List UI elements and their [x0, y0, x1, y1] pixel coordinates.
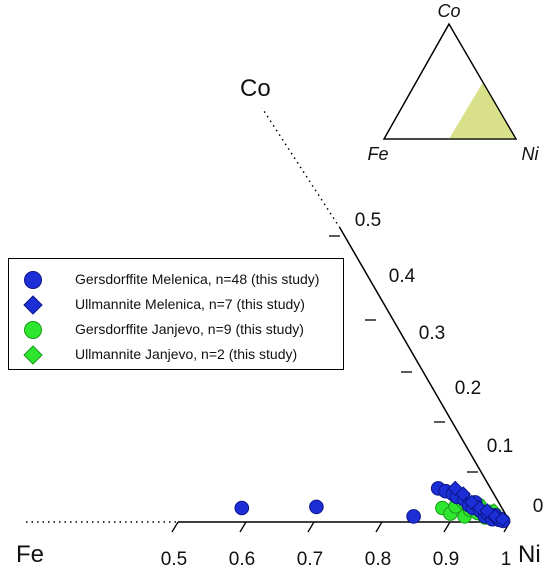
legend-label: Ullmannite Melenica, n=7 (this study)	[75, 296, 305, 312]
ni-corner-label: Ni	[518, 541, 541, 568]
data-point-diamond	[455, 486, 471, 502]
green-diamond-marker	[23, 345, 43, 365]
legend-item-gersdorffite-janjevo: Gersdorffite Janjevo, n=9 (this study)	[9, 317, 343, 343]
legend-label: Ullmannite Janjevo, n=2 (this study)	[75, 346, 298, 362]
legend-item-ullmannite-janjevo: Ullmannite Janjevo, n=2 (this study)	[9, 342, 343, 368]
ni-axis-tick-label: 1	[501, 549, 512, 570]
legend-label: Gersdorffite Melenica, n=48 (this study)	[75, 271, 320, 287]
fe-corner-label: Fe	[16, 541, 44, 568]
ni-axis-tick-label: 0.6	[229, 549, 255, 570]
legend-label: Gersdorffite Janjevo, n=9 (this study)	[75, 321, 304, 337]
ni-axis-tick	[443, 521, 451, 533]
inset-co-label: Co	[437, 1, 460, 21]
co-axis-tick-label: 0.5	[355, 210, 381, 231]
co-axis-dotted-extension	[261, 107, 341, 229]
green-circle-marker	[24, 321, 42, 339]
co-corner-label: Co	[240, 75, 271, 102]
ni-axis-tick	[375, 521, 383, 533]
data-point	[309, 499, 324, 515]
data-point	[406, 509, 421, 524]
blue-circle-marker	[24, 271, 42, 289]
legend-item-gersdorffite-melenica: Gersdorffite Melenica, n=48 (this study)	[9, 267, 343, 293]
inset-fe-label: Fe	[367, 144, 388, 164]
co-axis-tick-label: 0.4	[389, 266, 416, 287]
inset-highlight-region	[449, 82, 516, 139]
co-axis-tick-label: 0.2	[455, 378, 481, 399]
ni-axis-tick-label: 0.9	[433, 549, 459, 570]
blue-diamond-marker	[23, 295, 43, 315]
inset-triangle-outline	[382, 22, 518, 140]
co-axis-tick-label: 0.3	[419, 323, 445, 344]
ni-axis-tick	[171, 521, 179, 533]
legend-item-ullmannite-melenica: Ullmannite Melenica, n=7 (this study)	[9, 292, 343, 318]
inset-ni-label: Ni	[522, 144, 540, 164]
data-point	[234, 500, 250, 516]
co-axis-line	[339, 227, 511, 523]
ni-axis-tick-label: 0.8	[365, 549, 391, 570]
co-axis-tick-label: 0	[533, 496, 544, 517]
ni-axis-tick-label: 0.5	[161, 549, 187, 570]
ni-axis-tick	[239, 521, 247, 533]
legend: Gersdorffite Melenica, n=48 (this study)…	[8, 258, 344, 370]
ni-axis-tick	[307, 521, 315, 533]
ni-axis-tick-label: 0.7	[297, 549, 323, 570]
data-point-diamond	[494, 511, 511, 527]
co-axis-tick-label: 0.1	[487, 436, 513, 457]
